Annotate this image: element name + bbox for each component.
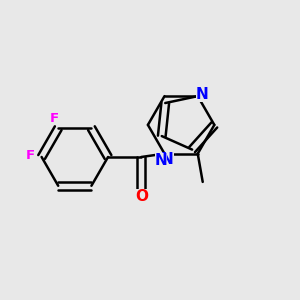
Text: N: N xyxy=(161,152,174,167)
Text: N: N xyxy=(196,86,208,101)
Text: O: O xyxy=(135,189,148,204)
Text: N: N xyxy=(154,153,167,168)
Text: F: F xyxy=(50,112,59,125)
Text: F: F xyxy=(26,149,35,162)
